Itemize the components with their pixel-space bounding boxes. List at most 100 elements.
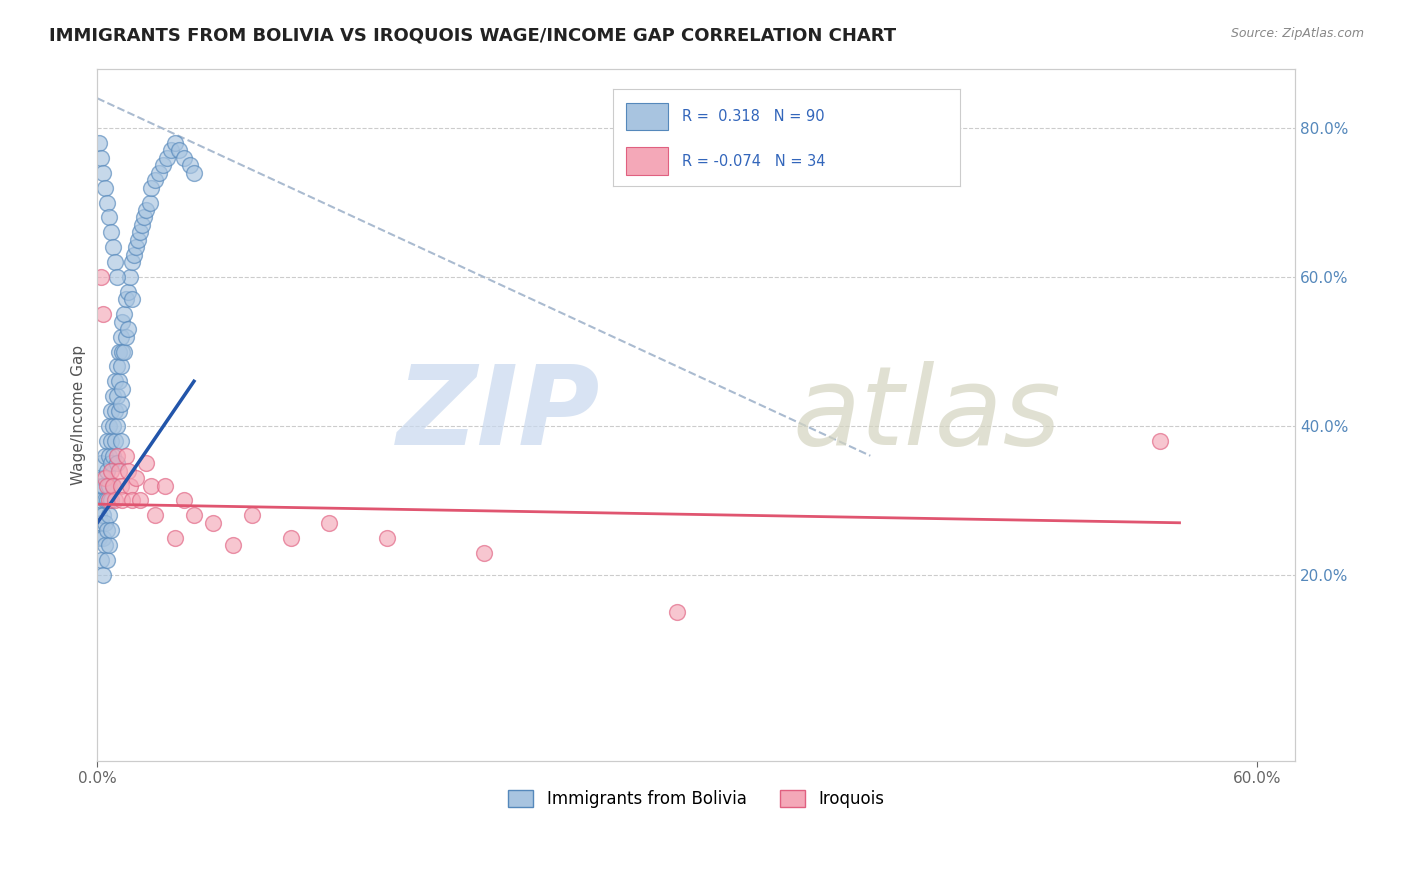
Point bbox=[121, 293, 143, 307]
Point bbox=[127, 233, 149, 247]
Point bbox=[105, 359, 128, 374]
Point bbox=[143, 508, 166, 523]
Point bbox=[94, 180, 117, 194]
Point bbox=[91, 508, 114, 523]
Point bbox=[128, 225, 150, 239]
Point bbox=[97, 419, 120, 434]
Point bbox=[153, 478, 176, 492]
Point bbox=[128, 493, 150, 508]
Point bbox=[91, 471, 114, 485]
Point bbox=[96, 493, 118, 508]
Point bbox=[143, 173, 166, 187]
Point bbox=[101, 240, 124, 254]
Point bbox=[122, 248, 145, 262]
Point bbox=[100, 523, 122, 537]
Point bbox=[125, 240, 148, 254]
Point bbox=[89, 136, 111, 150]
Point bbox=[183, 508, 205, 523]
Point bbox=[97, 493, 120, 508]
Point bbox=[111, 382, 134, 396]
Point bbox=[202, 516, 225, 530]
Point bbox=[666, 605, 689, 619]
Point bbox=[101, 449, 124, 463]
Point bbox=[173, 493, 195, 508]
Point bbox=[1149, 434, 1171, 448]
Point bbox=[152, 158, 174, 172]
Point bbox=[117, 285, 139, 299]
Point bbox=[97, 478, 120, 492]
Point bbox=[117, 322, 139, 336]
Point bbox=[221, 538, 243, 552]
Point bbox=[91, 531, 114, 545]
Point bbox=[120, 270, 142, 285]
Point bbox=[94, 471, 117, 485]
Text: IMMIGRANTS FROM BOLIVIA VS IROQUOIS WAGE/INCOME GAP CORRELATION CHART: IMMIGRANTS FROM BOLIVIA VS IROQUOIS WAGE… bbox=[49, 27, 897, 45]
Point bbox=[105, 449, 128, 463]
Text: ZIP: ZIP bbox=[396, 361, 600, 468]
Point bbox=[100, 493, 122, 508]
Point bbox=[163, 136, 186, 150]
Point bbox=[91, 568, 114, 582]
Point bbox=[110, 329, 132, 343]
Point bbox=[104, 493, 127, 508]
Point bbox=[107, 374, 129, 388]
Point bbox=[89, 508, 111, 523]
Point bbox=[96, 464, 118, 478]
Point bbox=[131, 218, 153, 232]
Point bbox=[163, 531, 186, 545]
Point bbox=[97, 211, 120, 225]
Y-axis label: Wage/Income Gap: Wage/Income Gap bbox=[72, 344, 86, 485]
Point bbox=[110, 478, 132, 492]
Point bbox=[107, 464, 129, 478]
Point bbox=[101, 419, 124, 434]
Point bbox=[90, 553, 112, 567]
Point bbox=[89, 531, 111, 545]
Point bbox=[101, 389, 124, 403]
Point bbox=[105, 419, 128, 434]
Point bbox=[110, 434, 132, 448]
Point bbox=[112, 307, 135, 321]
Point bbox=[100, 464, 122, 478]
Point bbox=[90, 493, 112, 508]
Point bbox=[156, 151, 179, 165]
Point bbox=[115, 329, 138, 343]
Point bbox=[104, 374, 127, 388]
Point bbox=[240, 508, 263, 523]
Point bbox=[125, 471, 148, 485]
Point bbox=[94, 538, 117, 552]
Point bbox=[111, 344, 134, 359]
Point bbox=[179, 158, 201, 172]
Point bbox=[96, 523, 118, 537]
Point bbox=[89, 478, 111, 492]
Point bbox=[100, 404, 122, 418]
Text: atlas: atlas bbox=[792, 361, 1062, 468]
Point bbox=[100, 434, 122, 448]
Point bbox=[96, 434, 118, 448]
Point bbox=[115, 293, 138, 307]
Point bbox=[97, 508, 120, 523]
Point bbox=[318, 516, 340, 530]
Point bbox=[141, 478, 163, 492]
Point bbox=[97, 538, 120, 552]
Point bbox=[135, 202, 157, 217]
Point bbox=[110, 396, 132, 410]
Point bbox=[110, 359, 132, 374]
Point bbox=[90, 516, 112, 530]
Point bbox=[90, 270, 112, 285]
Point bbox=[105, 389, 128, 403]
Point bbox=[183, 166, 205, 180]
Point bbox=[121, 493, 143, 508]
Point bbox=[100, 225, 122, 239]
Point bbox=[101, 478, 124, 492]
Point bbox=[94, 449, 117, 463]
Point bbox=[111, 493, 134, 508]
Point bbox=[121, 255, 143, 269]
Point bbox=[104, 404, 127, 418]
Point bbox=[96, 195, 118, 210]
Point bbox=[91, 307, 114, 321]
Point bbox=[120, 478, 142, 492]
Point bbox=[141, 180, 163, 194]
Point bbox=[117, 464, 139, 478]
Point bbox=[96, 478, 118, 492]
Point bbox=[94, 516, 117, 530]
